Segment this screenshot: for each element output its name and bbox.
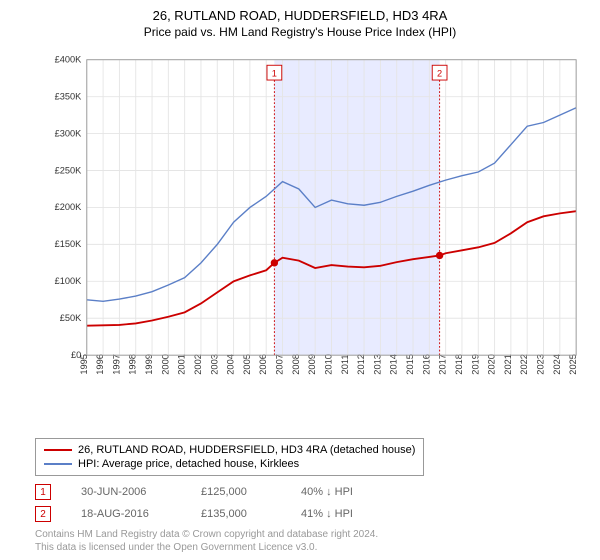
svg-text:£250K: £250K (55, 165, 83, 175)
svg-text:2003: 2003 (209, 354, 219, 375)
svg-text:£200K: £200K (55, 202, 83, 212)
svg-text:2002: 2002 (193, 354, 203, 375)
svg-text:2013: 2013 (372, 354, 382, 375)
svg-text:1: 1 (272, 68, 277, 78)
svg-text:2016: 2016 (421, 354, 431, 375)
svg-text:1997: 1997 (111, 354, 121, 375)
svg-text:2014: 2014 (389, 354, 399, 375)
svg-text:2010: 2010 (323, 354, 333, 375)
legend-row: HPI: Average price, detached house, Kirk… (44, 457, 415, 471)
sale-date: 30-JUN-2006 (81, 486, 171, 498)
svg-text:2015: 2015 (405, 354, 415, 375)
footer-line: This data is licensed under the Open Gov… (35, 541, 378, 554)
svg-text:2018: 2018 (454, 354, 464, 375)
svg-text:2021: 2021 (503, 354, 513, 375)
chart-subtitle: Price paid vs. HM Land Registry's House … (0, 23, 600, 39)
svg-text:2008: 2008 (291, 354, 301, 375)
svg-text:2007: 2007 (275, 354, 285, 375)
footer-line: Contains HM Land Registry data © Crown c… (35, 528, 378, 541)
svg-text:1999: 1999 (144, 354, 154, 375)
footer-text: Contains HM Land Registry data © Crown c… (35, 528, 378, 554)
svg-text:2009: 2009 (307, 354, 317, 375)
svg-text:£150K: £150K (55, 239, 83, 249)
svg-text:£300K: £300K (55, 128, 83, 138)
svg-text:2012: 2012 (356, 354, 366, 375)
sale-badge: 1 (35, 484, 51, 500)
svg-text:£350K: £350K (55, 91, 83, 101)
chart-container: 26, RUTLAND ROAD, HUDDERSFIELD, HD3 4RA … (0, 0, 600, 560)
svg-text:£400K: £400K (55, 54, 83, 64)
svg-text:1998: 1998 (128, 354, 138, 375)
svg-text:2006: 2006 (258, 354, 268, 375)
svg-text:2001: 2001 (177, 354, 187, 375)
svg-text:2025: 2025 (568, 354, 578, 375)
legend-label: HPI: Average price, detached house, Kirk… (78, 458, 299, 470)
svg-text:1995: 1995 (79, 354, 89, 375)
svg-text:2: 2 (437, 68, 442, 78)
svg-text:2000: 2000 (160, 354, 170, 375)
svg-text:2019: 2019 (470, 354, 480, 375)
sale-price: £125,000 (201, 486, 271, 498)
legend-box: 26, RUTLAND ROAD, HUDDERSFIELD, HD3 4RA … (35, 438, 424, 476)
svg-text:2005: 2005 (242, 354, 252, 375)
svg-text:2022: 2022 (519, 354, 529, 375)
svg-text:2017: 2017 (438, 354, 448, 375)
svg-text:2011: 2011 (340, 355, 350, 375)
legend-swatch (44, 449, 72, 451)
sale-pct: 41% ↓ HPI (301, 508, 353, 520)
sale-date: 18-AUG-2016 (81, 508, 171, 520)
line-chart: £0£50K£100K£150K£200K£250K£300K£350K£400… (48, 50, 578, 400)
legend-row: 26, RUTLAND ROAD, HUDDERSFIELD, HD3 4RA … (44, 443, 415, 457)
svg-text:£100K: £100K (55, 276, 83, 286)
sale-price: £135,000 (201, 508, 271, 520)
legend-label: 26, RUTLAND ROAD, HUDDERSFIELD, HD3 4RA … (78, 444, 415, 456)
sale-pct: 40% ↓ HPI (301, 486, 353, 498)
sale-row: 2 18-AUG-2016 £135,000 41% ↓ HPI (35, 506, 353, 522)
legend-swatch (44, 463, 72, 465)
sale-row: 1 30-JUN-2006 £125,000 40% ↓ HPI (35, 484, 353, 500)
sale-badge: 2 (35, 506, 51, 522)
chart-title: 26, RUTLAND ROAD, HUDDERSFIELD, HD3 4RA (0, 0, 600, 23)
svg-text:2020: 2020 (487, 354, 497, 375)
svg-text:£50K: £50K (60, 313, 82, 323)
svg-text:2024: 2024 (552, 354, 562, 375)
svg-text:1996: 1996 (95, 354, 105, 375)
svg-text:2004: 2004 (226, 354, 236, 375)
chart-area: £0£50K£100K£150K£200K£250K£300K£350K£400… (48, 50, 578, 400)
svg-text:2023: 2023 (536, 354, 546, 375)
